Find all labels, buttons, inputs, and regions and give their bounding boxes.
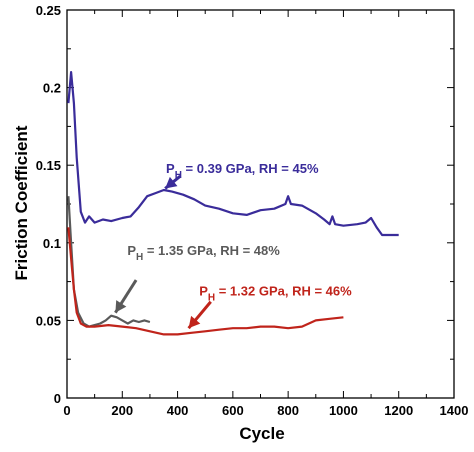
x-tick-label: 800 (277, 403, 299, 418)
x-tick-label: 1400 (440, 403, 469, 418)
x-tick-label: 200 (111, 403, 133, 418)
y-tick-label: 0.1 (43, 236, 61, 251)
axis-ticks: 0 200 400 600 800 1000 1200 1400 0 0.05 0.1 0.15 0.2… (36, 3, 469, 418)
y-tick-label: 0.15 (36, 158, 61, 173)
plot-border (66, 9, 455, 399)
x-tick-label: 0 (63, 403, 70, 418)
x-axis-title: Cycle (239, 424, 284, 443)
y-tick-label: 0 (54, 391, 61, 406)
y-tick-label: 0.2 (43, 81, 61, 96)
annotation-arrowhead (115, 300, 127, 313)
series-lines (67, 71, 399, 336)
annotations: PH = 0.39 GPa, RH = 45% PH = 1.35 GPa, RH… (114, 161, 352, 330)
x-tick-label: 600 (222, 403, 244, 418)
annotation-arrowhead (188, 315, 201, 329)
series-line-2 (67, 227, 344, 336)
x-tick-label: 1200 (384, 403, 413, 418)
y-tick-label: 0.05 (36, 313, 61, 328)
annotation-1: PH = 1.35 GPa, RH = 48% (114, 243, 280, 314)
annotation-label: PH = 1.35 GPa, RH = 48% (127, 243, 280, 263)
series-line-0 (67, 71, 399, 237)
annotation-label: PH = 1.32 GPa, RH = 46% (199, 284, 352, 304)
annotation-2: PH = 1.32 GPa, RH = 46% (187, 284, 352, 330)
y-tick-label: 0.25 (36, 3, 61, 18)
annotation-label: PH = 0.39 GPa, RH = 45% (166, 161, 319, 181)
annotation-arrowhead (165, 176, 178, 189)
y-axis-title: Friction Coefficient (12, 125, 31, 280)
x-tick-label: 400 (167, 403, 189, 418)
plot-frame (66, 9, 455, 399)
x-tick-label: 1000 (329, 403, 358, 418)
annotation-0: PH = 0.39 GPa, RH = 45% (164, 161, 319, 190)
